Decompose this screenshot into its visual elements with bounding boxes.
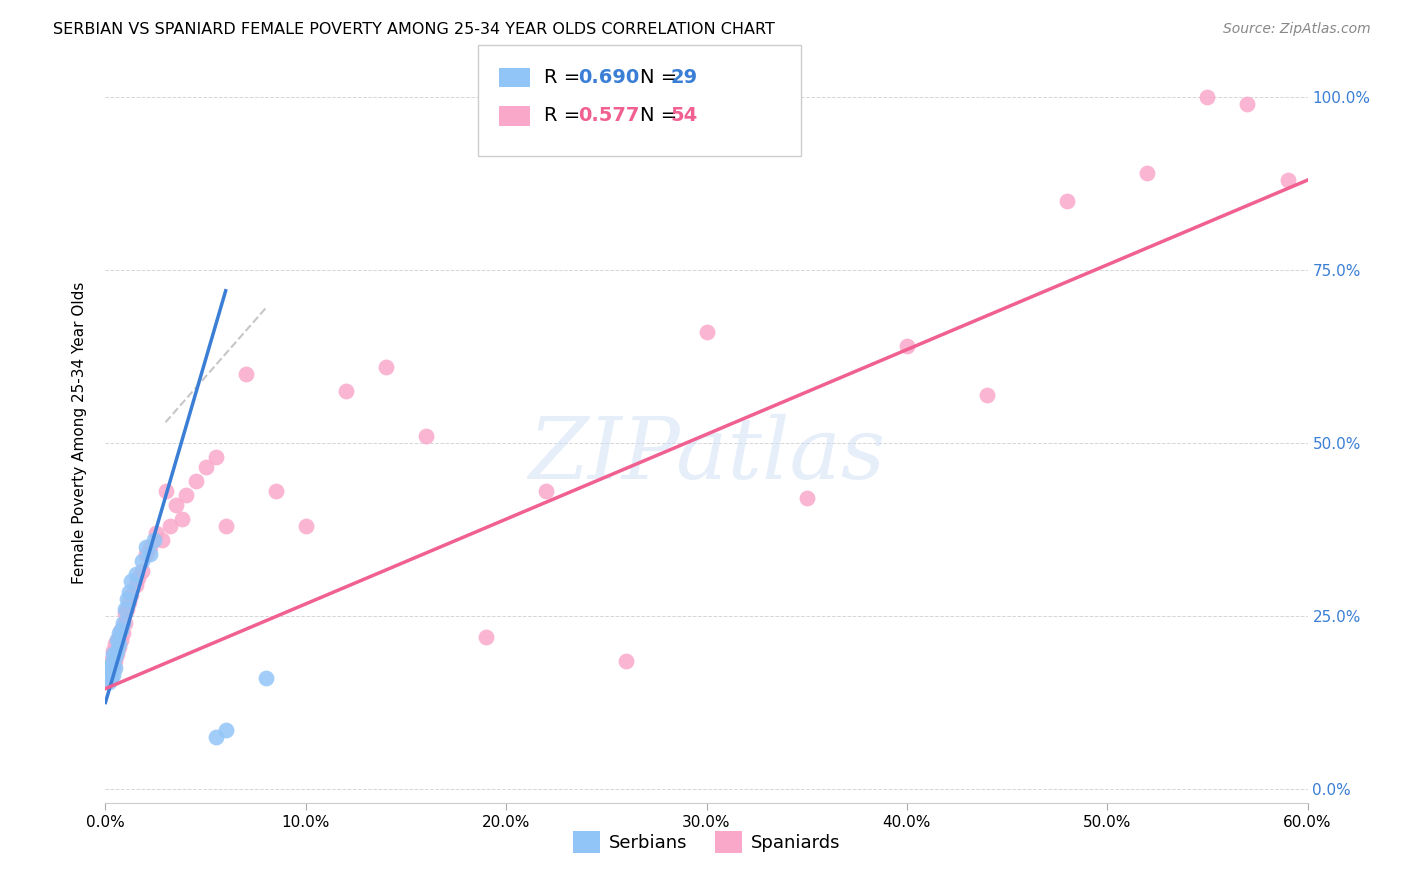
Point [117, 591, 139, 606]
Point [100, 654, 122, 668]
Text: Source: ZipAtlas.com: Source: ZipAtlas.com [1223, 22, 1371, 37]
Point [121, 574, 143, 589]
Text: R =: R = [544, 68, 586, 87]
Point [100, 657, 122, 672]
Point [1236, 97, 1258, 112]
Point [165, 498, 187, 512]
Point [114, 606, 136, 620]
Point [112, 626, 135, 640]
Point [335, 384, 357, 398]
Point [110, 623, 132, 637]
Point [104, 650, 127, 665]
Point [1197, 90, 1219, 104]
Point [295, 519, 318, 533]
Point [114, 615, 136, 630]
Point [204, 730, 226, 744]
Point [131, 554, 153, 568]
Text: N =: N = [640, 106, 683, 126]
Point [415, 429, 437, 443]
Point [103, 667, 125, 681]
Point [896, 339, 918, 353]
Point [475, 630, 498, 644]
Point [194, 460, 217, 475]
Text: ZIPatlas: ZIPatlas [527, 414, 886, 496]
Point [1136, 166, 1159, 180]
Point [110, 633, 132, 648]
Text: SERBIAN VS SPANIARD FEMALE POVERTY AMONG 25-34 YEAR OLDS CORRELATION CHART: SERBIAN VS SPANIARD FEMALE POVERTY AMONG… [53, 22, 775, 37]
Point [114, 602, 136, 616]
Point [142, 533, 165, 547]
Point [118, 595, 141, 609]
Point [98, 661, 121, 675]
Legend: Serbians, Spaniards: Serbians, Spaniards [565, 824, 848, 861]
Point [108, 630, 131, 644]
Text: N =: N = [640, 68, 683, 87]
Point [107, 633, 129, 648]
Point [184, 474, 207, 488]
Text: 54: 54 [671, 106, 697, 126]
Point [1056, 194, 1078, 208]
Text: R =: R = [544, 106, 586, 126]
Text: 0.690: 0.690 [578, 68, 640, 87]
Point [96, 667, 118, 681]
Point [254, 671, 277, 685]
Point [117, 602, 139, 616]
Point [159, 519, 181, 533]
Point [138, 547, 160, 561]
Point [124, 567, 146, 582]
Point [976, 387, 998, 401]
Point [135, 540, 157, 554]
Point [107, 633, 129, 648]
Point [118, 584, 141, 599]
Point [131, 564, 153, 578]
Point [104, 637, 127, 651]
Point [214, 519, 236, 533]
Point [375, 359, 398, 374]
Point [100, 667, 122, 681]
Point [214, 723, 236, 738]
Point [235, 367, 257, 381]
Y-axis label: Female Poverty Among 25-34 Year Olds: Female Poverty Among 25-34 Year Olds [72, 282, 87, 583]
Point [108, 626, 131, 640]
Point [135, 547, 157, 561]
Point [103, 643, 125, 657]
Point [98, 665, 121, 679]
Point [96, 671, 118, 685]
Point [150, 533, 173, 547]
Point [110, 623, 132, 637]
Point [112, 615, 135, 630]
Point [103, 647, 125, 661]
Text: 0.577: 0.577 [578, 106, 640, 126]
Point [1277, 173, 1299, 187]
Point [121, 588, 143, 602]
Point [155, 484, 177, 499]
Point [104, 654, 127, 668]
Point [616, 654, 638, 668]
Point [103, 658, 125, 673]
Point [108, 640, 131, 654]
Point [124, 578, 146, 592]
Point [107, 647, 129, 661]
Point [796, 491, 818, 506]
Point [204, 450, 226, 464]
Point [145, 525, 167, 540]
Text: 29: 29 [671, 68, 697, 87]
Point [696, 326, 718, 340]
Point [100, 663, 122, 677]
Point [108, 637, 131, 651]
Point [98, 674, 121, 689]
Point [104, 661, 127, 675]
Point [107, 643, 129, 657]
Point [264, 484, 287, 499]
Point [127, 571, 149, 585]
Point [174, 488, 197, 502]
Point [103, 661, 125, 675]
Point [536, 484, 558, 499]
Point [138, 540, 160, 554]
Point [170, 512, 193, 526]
Point [100, 671, 122, 685]
